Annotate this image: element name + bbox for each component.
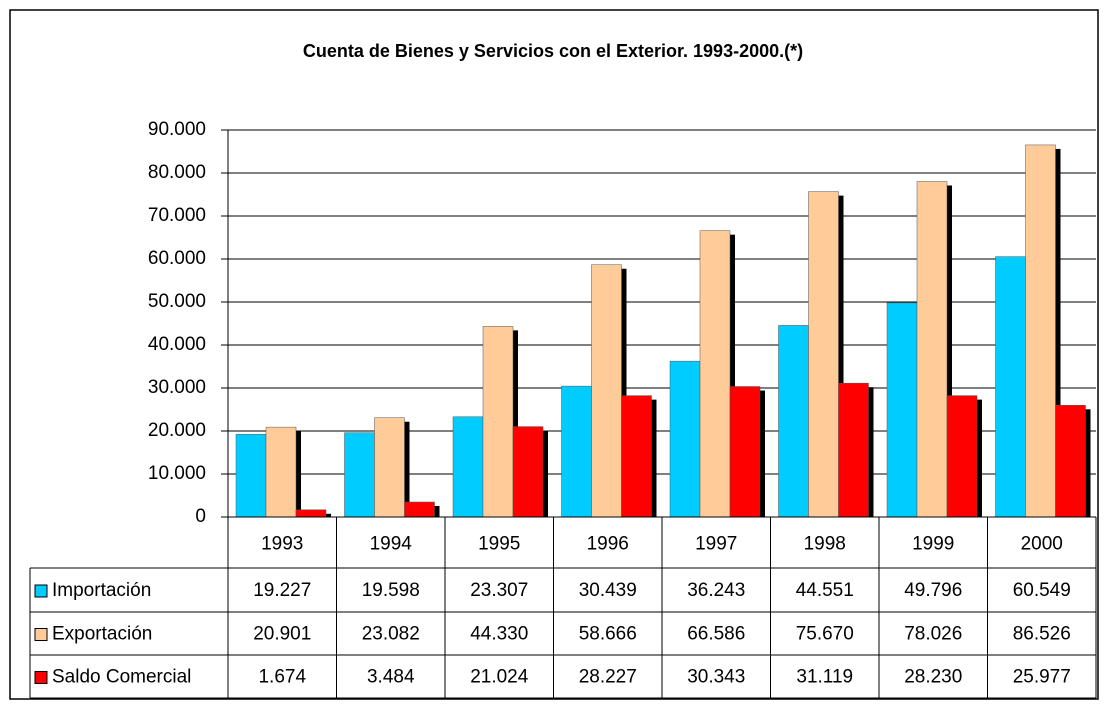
legend-swatch [34,584,48,598]
x-tick-label: 2000 [1021,534,1063,555]
y-tick-label: 30.000 [148,377,206,398]
bar [946,395,978,518]
bar [452,416,484,518]
x-tick-label: 1994 [370,534,413,555]
table-value: 60.549 [1013,580,1071,601]
bar [512,426,544,518]
table-value: 31.119 [796,667,853,688]
y-tick-label: 10.000 [148,463,206,484]
table-value: 28.227 [579,667,637,688]
bar [916,181,948,518]
table-value: 19.598 [362,580,420,601]
table-value: 58.666 [579,624,637,645]
bar [404,501,435,518]
bar [1055,405,1086,518]
legend-swatch [34,628,48,641]
bar [374,417,405,518]
bar [699,230,731,518]
bar [265,426,297,518]
y-tick-label: 0 [195,506,206,527]
bar [621,395,652,518]
bar [344,432,375,518]
x-tick-label: 1995 [478,534,520,555]
bar [669,360,701,518]
table-value: 19.227 [253,580,311,601]
table-value: 1.674 [258,667,306,688]
y-tick-label: 90.000 [148,119,206,140]
bar [1025,144,1056,518]
legend-label: Saldo Comercial [52,667,191,688]
bar [995,256,1026,518]
y-tick-label: 80.000 [148,162,206,183]
y-tick-label: 60.000 [148,248,206,269]
table-value: 20.901 [253,624,311,645]
y-tick-label: 20.000 [148,420,206,441]
table-value: 66.586 [687,624,745,645]
y-tick-label: 50.000 [148,291,206,312]
bar [591,264,622,518]
x-tick-label: 1999 [912,534,954,555]
bar [838,382,869,518]
x-tick-label: 1998 [804,534,846,555]
table-value: 21.024 [470,667,529,688]
table-value: 49.796 [904,580,962,601]
legend-label: Importación [52,580,151,601]
y-tick-label: 70.000 [148,205,206,226]
bar [235,434,267,518]
table-value: 3.484 [367,667,415,688]
table-value: 23.307 [470,580,528,601]
table-value: 44.551 [796,580,854,601]
table-value: 75.670 [796,624,854,645]
legend-swatch [34,671,48,684]
bar [778,325,809,518]
legend-label: Exportación [52,624,152,645]
bar [886,302,918,518]
table-value: 23.082 [362,624,420,645]
table-value: 44.330 [470,624,528,645]
table-value: 36.243 [687,580,745,601]
table-value: 30.439 [579,580,637,601]
bar [729,386,761,518]
table-value: 86.526 [1013,624,1071,645]
table-value: 78.026 [904,624,962,645]
x-tick-label: 1997 [695,534,737,555]
x-tick-label: 1993 [261,534,303,555]
y-tick-label: 40.000 [148,334,206,355]
table-value: 25.977 [1013,667,1071,688]
table-value: 28.230 [904,667,962,688]
bar [482,326,514,518]
x-tick-label: 1996 [587,534,629,555]
bar [295,509,327,518]
chart-title: Cuenta de Bienes y Servicios con el Exte… [303,41,803,61]
bar [808,191,839,518]
table-value: 30.343 [687,667,745,688]
bar [561,385,592,518]
